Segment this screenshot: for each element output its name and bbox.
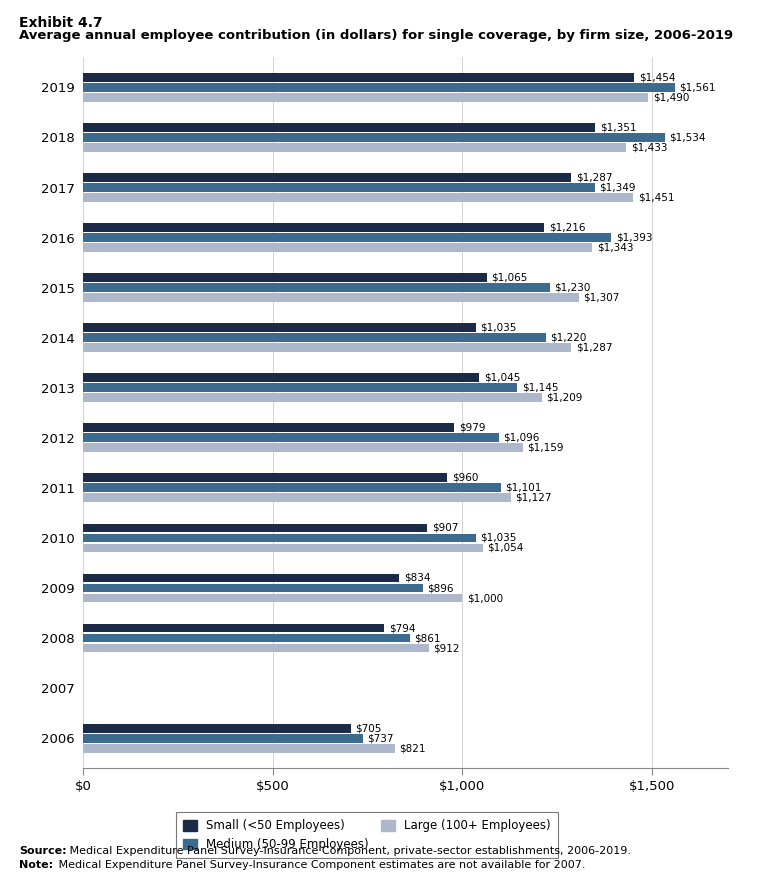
Text: $960: $960 <box>452 473 478 483</box>
Bar <box>83 173 571 182</box>
Text: $1,035: $1,035 <box>480 322 516 333</box>
Text: $1,393: $1,393 <box>615 232 653 243</box>
Bar <box>83 273 487 282</box>
Bar <box>83 73 634 82</box>
Bar <box>83 494 510 502</box>
Text: Medical Expenditure Panel Survey-Insurance Component estimates are not available: Medical Expenditure Panel Survey-Insuran… <box>55 860 585 870</box>
Bar <box>83 143 626 152</box>
Bar <box>83 434 499 442</box>
Bar <box>83 293 579 302</box>
Bar <box>83 734 362 743</box>
Text: $1,343: $1,343 <box>597 243 634 253</box>
Bar <box>83 743 394 752</box>
Bar <box>83 623 384 632</box>
Text: $1,127: $1,127 <box>515 493 552 503</box>
Text: $1,349: $1,349 <box>599 183 636 192</box>
Text: $1,433: $1,433 <box>631 142 668 153</box>
Text: $1,054: $1,054 <box>487 543 524 553</box>
Text: $1,096: $1,096 <box>503 433 540 443</box>
Text: $1,454: $1,454 <box>639 72 675 82</box>
Text: $1,561: $1,561 <box>679 82 716 93</box>
Bar <box>83 323 475 332</box>
Bar <box>83 193 633 202</box>
Text: $1,351: $1,351 <box>600 123 637 132</box>
Legend: Small (<50 Employees), Medium (50-99 Employees), Large (100+ Employees): Small (<50 Employees), Medium (50-99 Emp… <box>176 812 558 858</box>
Text: $1,159: $1,159 <box>527 443 564 453</box>
Text: $1,534: $1,534 <box>669 132 706 142</box>
Bar <box>83 524 427 532</box>
Bar <box>83 574 399 583</box>
Text: Medical Expenditure Panel Survey-Insurance Component, private-sector establishme: Medical Expenditure Panel Survey-Insuran… <box>66 846 631 856</box>
Text: $1,035: $1,035 <box>480 533 516 543</box>
Text: $1,287: $1,287 <box>575 172 612 183</box>
Bar <box>83 243 592 252</box>
Bar <box>83 83 675 92</box>
Bar <box>83 283 550 292</box>
Text: $1,216: $1,216 <box>549 223 585 232</box>
Text: $834: $834 <box>404 573 431 583</box>
Text: $896: $896 <box>428 583 454 593</box>
Bar <box>83 374 479 382</box>
Bar <box>83 644 429 653</box>
Bar <box>83 634 409 643</box>
Text: $912: $912 <box>434 643 460 653</box>
Text: Exhibit 4.7: Exhibit 4.7 <box>19 16 102 30</box>
Bar <box>83 424 454 432</box>
Text: $979: $979 <box>459 423 485 433</box>
Bar <box>83 123 595 132</box>
Text: $1,145: $1,145 <box>522 382 559 393</box>
Bar <box>83 473 447 482</box>
Text: $794: $794 <box>389 623 415 633</box>
Bar <box>83 584 423 592</box>
Bar <box>83 544 483 553</box>
Bar <box>83 533 475 542</box>
Text: Source:: Source: <box>19 846 67 856</box>
Text: $1,101: $1,101 <box>505 483 541 493</box>
Text: $1,045: $1,045 <box>484 373 520 382</box>
Bar <box>83 593 462 602</box>
Text: $1,307: $1,307 <box>583 292 619 303</box>
Text: $861: $861 <box>414 633 440 643</box>
Text: $1,287: $1,287 <box>575 343 612 352</box>
Bar <box>83 223 544 232</box>
Bar <box>83 724 350 733</box>
Bar <box>83 333 546 342</box>
Bar <box>83 343 571 352</box>
Text: $1,220: $1,220 <box>550 333 587 343</box>
Bar <box>83 443 522 452</box>
Text: $1,230: $1,230 <box>554 283 590 292</box>
Bar <box>83 394 541 402</box>
Text: $737: $737 <box>367 733 393 743</box>
Text: $705: $705 <box>355 723 381 733</box>
Bar <box>83 183 594 192</box>
Text: Average annual employee contribution (in dollars) for single coverage, by firm s: Average annual employee contribution (in… <box>19 29 733 42</box>
Bar <box>83 233 611 242</box>
Text: $1,065: $1,065 <box>491 273 528 283</box>
Text: Note:: Note: <box>19 860 53 870</box>
Text: $1,490: $1,490 <box>653 93 689 102</box>
Text: $907: $907 <box>431 523 458 533</box>
Bar <box>83 93 648 102</box>
Bar <box>83 383 517 392</box>
Text: $1,209: $1,209 <box>546 393 582 403</box>
Bar <box>83 133 665 142</box>
Text: $821: $821 <box>399 743 425 753</box>
Text: $1,451: $1,451 <box>637 192 675 202</box>
Text: $1,000: $1,000 <box>467 593 503 603</box>
Bar <box>83 484 500 493</box>
